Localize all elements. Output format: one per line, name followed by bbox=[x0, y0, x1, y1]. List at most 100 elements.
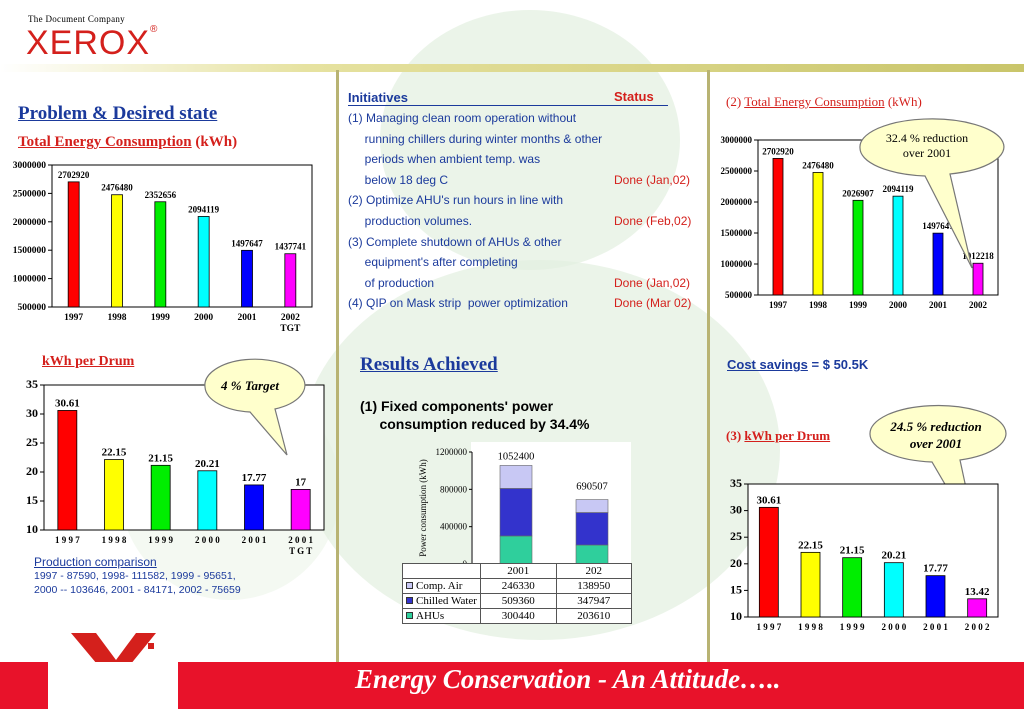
stacked-table: 2001 202 Comp. Air 246330 138950 Chilled Wate… bbox=[402, 563, 632, 624]
stacked-y-axis-label: Power consumption (kWh) bbox=[418, 459, 428, 556]
left-kwh-ytick-label-5: 35 bbox=[26, 377, 38, 391]
left-kwh-value-label-2: 21.15 bbox=[148, 452, 173, 464]
right-energy-xtick-label-4-0: 2001 bbox=[929, 300, 948, 310]
right-kwh-bar-2 bbox=[842, 557, 863, 618]
kwh-reduction-callout-line-1: 24.5 % reduction bbox=[890, 419, 982, 434]
right-kwh-ytick-label-0: 10 bbox=[730, 609, 742, 623]
stacked-table-row: AHUs 300440 203610 bbox=[402, 608, 632, 624]
legend-swatch bbox=[406, 612, 413, 619]
left-kwh-xtick-label-1-0: 1 9 9 8 bbox=[102, 535, 127, 545]
right-energy-ytick-label-2: 1500000 bbox=[721, 228, 753, 238]
right-energy-value-label-2: 2026907 bbox=[842, 188, 874, 198]
right-energy-title-unit: (kWh) bbox=[887, 94, 922, 109]
initiative-line: of production Done (Jan,02) bbox=[348, 276, 703, 297]
left-kwh-ytick-label-1: 15 bbox=[26, 493, 38, 507]
left-kwh-ytick-label-3: 25 bbox=[26, 435, 38, 449]
stacked-total-label-0: 1052400 bbox=[498, 451, 535, 462]
left-energy-plot-area bbox=[51, 164, 313, 308]
target-callout-bubble bbox=[204, 358, 306, 456]
stacked-ytick-label-3: 1200000 bbox=[436, 447, 468, 457]
legend-label: Chilled Water bbox=[416, 595, 477, 607]
right-energy-title-main: Total Energy Consumption bbox=[744, 94, 885, 109]
registered-mark: ® bbox=[150, 24, 159, 35]
left-kwh-xtick-label-3-0: 2 0 0 0 bbox=[195, 535, 220, 545]
left-energy-title-unit: (kWh) bbox=[195, 134, 238, 150]
left-energy-chart-title: Total Energy Consumption (kWh) bbox=[18, 134, 237, 151]
stacked-ytick-label-1: 400000 bbox=[440, 522, 468, 532]
left-kwh-ytick-label-2: 20 bbox=[26, 464, 38, 478]
stacked-table-row: Chilled Water 509360 347947 bbox=[402, 593, 632, 609]
right-energy-xtick-label-0-0: 1997 bbox=[769, 300, 788, 310]
initiative-line: running chillers during winter months & … bbox=[348, 132, 703, 153]
legend-swatch bbox=[406, 597, 413, 604]
right-energy-chart-title: (2) Total Energy Consumption (kWh) bbox=[726, 94, 922, 110]
left-energy-xtick-label-2-0: 1999 bbox=[151, 313, 170, 323]
right-kwh-bar-3 bbox=[883, 562, 904, 618]
right-energy-ytick-label-5: 3000000 bbox=[721, 135, 753, 145]
initiative-text: equipment's after completing bbox=[348, 255, 518, 270]
left-kwh-bar-5 bbox=[290, 489, 311, 531]
left-energy-bar-4 bbox=[241, 249, 253, 308]
right-kwh-value-label-3: 20.21 bbox=[881, 550, 906, 562]
legend-swatch bbox=[406, 582, 413, 589]
right-kwh-bar-1 bbox=[800, 551, 821, 618]
left-kwh-value-label-0: 30.61 bbox=[55, 397, 80, 409]
legend-label: Comp. Air bbox=[416, 580, 463, 592]
reduction-callout-line-1: 32.4 % reduction bbox=[885, 131, 969, 145]
xerox-wordmark: XEROX bbox=[26, 24, 151, 62]
cost-savings-label: Cost savings bbox=[727, 357, 808, 372]
right-energy-xtick-label-3-0: 2000 bbox=[889, 300, 908, 310]
initiative-text: periods when ambient temp. was bbox=[348, 152, 541, 167]
initiative-text: (1) Managing clean room operation withou… bbox=[348, 111, 577, 125]
right-kwh-value-label-0: 30.61 bbox=[756, 494, 781, 506]
right-energy-ytick-label-1: 1000000 bbox=[721, 259, 753, 269]
right-kwh-xtick-label-5-0: 2 0 0 2 bbox=[965, 622, 990, 632]
left-kwh-value-label-4: 17.77 bbox=[242, 472, 267, 484]
stacked-table-series-name: AHUs bbox=[402, 608, 481, 624]
initiative-status: Done (Feb,02) bbox=[614, 213, 692, 228]
left-energy-xtick-label-3-0: 2000 bbox=[194, 313, 213, 323]
left-energy-bar-1 bbox=[111, 194, 123, 308]
right-energy-xtick-label-2-0: 1999 bbox=[849, 300, 868, 310]
right-kwh-ytick-label-4: 30 bbox=[730, 503, 742, 517]
left-kwh-plot-area bbox=[43, 384, 325, 531]
stacked-data-table: 2001 202 Comp. Air 246330 138950 Chilled Wate… bbox=[402, 563, 632, 624]
right-kwh-value-label-2: 21.15 bbox=[840, 545, 865, 557]
right-kwh-value-label-4: 17.77 bbox=[923, 563, 948, 575]
left-energy-value-label-3: 2094119 bbox=[188, 204, 220, 214]
right-energy-value-label-0: 2702920 bbox=[762, 146, 794, 156]
stacked-bar-1-seg-2 bbox=[575, 499, 609, 513]
right-energy-bar-1 bbox=[812, 172, 824, 296]
right-energy-ytick-label-3: 2000000 bbox=[721, 197, 753, 207]
right-kwh-xtick-label-0-0: 1 9 9 7 bbox=[756, 622, 781, 632]
results-line-1: (1) Fixed components' power bbox=[360, 398, 554, 414]
initiative-line: below 18 deg C Done (Jan,02) bbox=[348, 173, 703, 194]
stacked-bar-1-seg-1 bbox=[575, 512, 609, 546]
stacked-table-cell: 203610 bbox=[555, 608, 632, 624]
left-energy-ytick-label-0: 500000 bbox=[18, 303, 47, 313]
right-kwh-bar-5 bbox=[967, 598, 988, 618]
status-label: Status bbox=[614, 89, 654, 104]
initiatives-label: Initiatives bbox=[348, 90, 408, 105]
right-kwh-chart: 10 15 20 25 30 35 30.61 1 9 9 7 22.15 1 9 9 8 21.1… bbox=[730, 476, 999, 632]
initiative-line: (2) Optimize AHU's run hours in line wit… bbox=[348, 193, 703, 214]
right-kwh-bar-4 bbox=[925, 575, 946, 618]
production-line-1: 1997 - 87590, 1998- 111582, 1999 - 95651… bbox=[34, 570, 236, 582]
left-energy-bar-5 bbox=[284, 253, 297, 308]
stacked-table-corner bbox=[402, 563, 481, 579]
left-energy-value-label-5: 1437741 bbox=[275, 242, 307, 252]
left-kwh-ytick-label-4: 30 bbox=[26, 406, 38, 420]
stacked-table-col-0: 2001 bbox=[480, 563, 557, 579]
initiative-line: production volumes. Done (Feb,02) bbox=[348, 214, 703, 235]
right-energy-value-label-5: 1012218 bbox=[962, 251, 994, 261]
initiative-text: of production bbox=[348, 275, 435, 290]
right-kwh-ytick-label-1: 15 bbox=[730, 582, 742, 596]
right-kwh-plot-area bbox=[747, 483, 999, 618]
left-energy-value-label-2: 2352656 bbox=[145, 190, 177, 200]
stacked-table-series-name: Comp. Air bbox=[402, 578, 481, 594]
initiatives-header: Initiatives Status bbox=[348, 89, 668, 106]
right-energy-ytick-label-0: 500000 bbox=[725, 290, 753, 300]
initiative-text: production volumes. bbox=[348, 213, 473, 228]
stacked-total-label-1: 690507 bbox=[576, 482, 608, 493]
left-kwh-chart-title: kWh per Drum bbox=[42, 354, 135, 369]
